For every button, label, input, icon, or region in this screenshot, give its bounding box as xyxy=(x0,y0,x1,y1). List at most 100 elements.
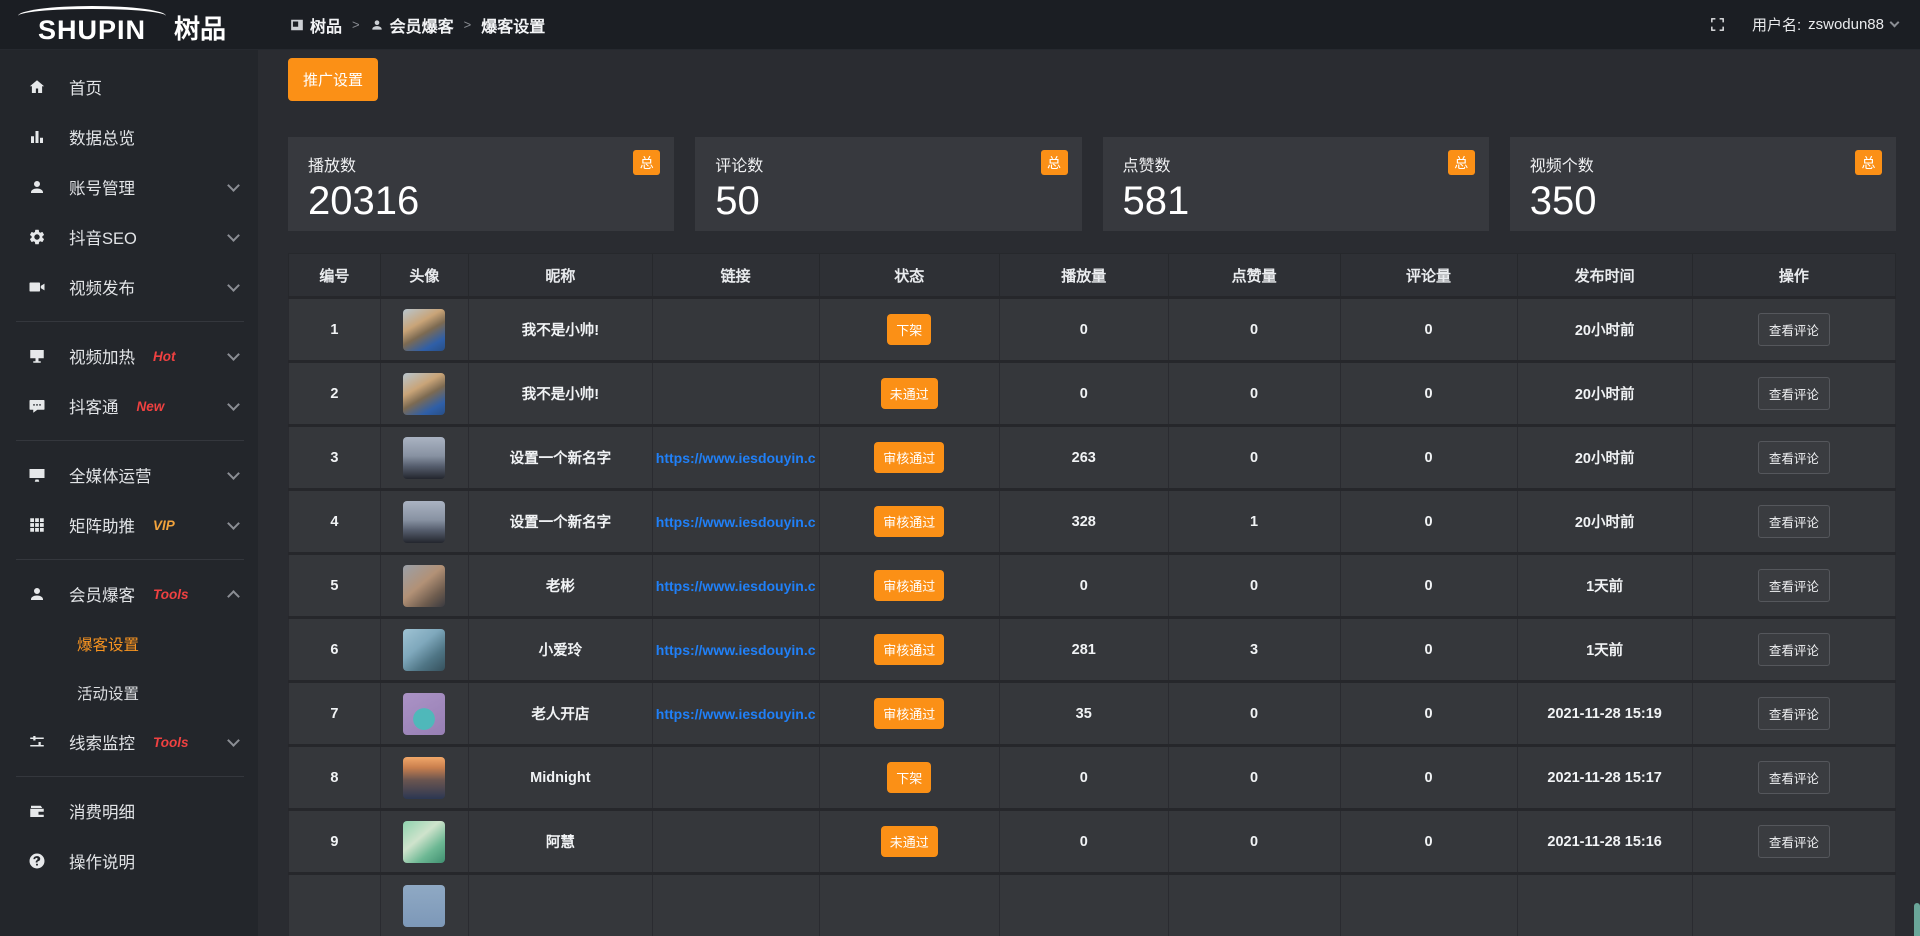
avatar xyxy=(403,885,446,928)
table-row: 1 我不是小帅! 下架 0 0 0 20小时前 查看评论 xyxy=(288,297,1897,362)
row-id-cell: 6 xyxy=(288,617,381,682)
row-id-cell: 8 xyxy=(288,745,381,810)
stat-card-value: 50 xyxy=(715,179,760,223)
sidebar-item-label: 操作说明 xyxy=(69,854,135,872)
row-id-cell: 1 xyxy=(288,297,381,362)
logo-arc xyxy=(18,5,166,16)
column-header-编号: 编号 xyxy=(288,253,381,298)
sidebar-item-首页[interactable]: 首页 xyxy=(0,62,258,112)
breadcrumb-item-home[interactable]: 树品 xyxy=(290,13,342,37)
videos-table: 编号 头像 昵称 链接 状态 播放量 点赞量 评论量 发布时间 操作 1 我不是小帅! 下架 0 … xyxy=(288,253,1897,936)
column-header-播放量: 播放量 xyxy=(998,253,1169,298)
sidebar-item-全媒体运营[interactable]: 全媒体运营 xyxy=(0,450,258,500)
column-header-评论量: 评论量 xyxy=(1339,253,1518,298)
nickname-cell: 设置一个新名字 xyxy=(468,425,653,490)
publish-time-cell: 1天前 xyxy=(1516,617,1693,682)
user-menu[interactable]: 用户名: zswodun88 xyxy=(1751,14,1900,35)
publish-time-cell xyxy=(1516,873,1693,936)
chevron-down-icon xyxy=(227,466,240,480)
table-row: 7 老人开店 https://www.iesdouyin.c 审核通过 35 0… xyxy=(288,681,1897,746)
column-header-链接: 链接 xyxy=(651,253,820,298)
view-comments-button[interactable]: 查看评论 xyxy=(1757,761,1830,794)
status-badge: 未通过 xyxy=(880,378,938,409)
video-link[interactable]: https://www.iesdouyin.c xyxy=(655,449,816,466)
sidebar-item-视频加热[interactable]: 视频加热 Hot xyxy=(0,331,258,381)
promotion-settings-button[interactable]: 推广设置 xyxy=(288,58,379,101)
sidebar-subitem-爆客设置[interactable]: 爆客设置 xyxy=(0,619,258,668)
sidebar-item-数据总览[interactable]: 数据总览 xyxy=(0,112,258,162)
sidebar-item-矩阵助推[interactable]: 矩阵助推 VIP xyxy=(0,500,258,550)
monitor-icon xyxy=(28,466,46,484)
sidebar-item-tag: Hot xyxy=(153,348,176,364)
likes-cell: 3 xyxy=(1167,617,1341,682)
fullscreen-icon[interactable] xyxy=(1709,16,1726,33)
sidebar-item-操作说明[interactable]: 操作说明 xyxy=(0,836,258,886)
breadcrumb-item-current: 爆客设置 xyxy=(481,13,545,37)
breadcrumb-separator: > xyxy=(463,17,472,32)
breadcrumb-item-section[interactable]: 会员爆客 xyxy=(370,13,454,37)
stat-cards: 播放数 20316 总 评论数 50 总 点赞数 581 总 视频个数 350 … xyxy=(288,137,1896,231)
video-link[interactable]: https://www.iesdouyin.c xyxy=(655,513,816,530)
display-icon xyxy=(28,347,46,365)
sidebar-item-消费明细[interactable]: 消费明细 xyxy=(0,786,258,836)
username-label: 用户名: xyxy=(1751,17,1802,34)
status-badge: 审核通过 xyxy=(874,442,945,473)
sidebar-item-会员爆客[interactable]: 会员爆客 Tools xyxy=(0,569,258,619)
topbar-right: 用户名: zswodun88 xyxy=(1709,14,1920,35)
video-link[interactable]: https://www.iesdouyin.c xyxy=(655,641,816,658)
sidebar-item-线索监控[interactable]: 线索监控 Tools xyxy=(0,717,258,767)
chevron-down-icon xyxy=(227,516,240,530)
likes-cell xyxy=(1167,873,1341,936)
nickname-cell: 阿慧 xyxy=(468,809,653,874)
plays-cell: 0 xyxy=(998,553,1169,618)
sidebar-menu: 首页 数据总览 账号管理 抖音SEO 视频发布 视频加热 Hot 抖客通 New… xyxy=(0,62,258,886)
publish-time-cell: 20小时前 xyxy=(1516,425,1693,490)
sidebar-item-label: 视频加热 xyxy=(69,349,135,367)
sidebar-subitem-活动设置[interactable]: 活动设置 xyxy=(0,668,258,717)
video-link[interactable]: https://www.iesdouyin.c xyxy=(655,577,816,594)
sidebar-item-账号管理[interactable]: 账号管理 xyxy=(0,162,258,212)
sidebar-item-视频发布[interactable]: 视频发布 xyxy=(0,262,258,312)
sidebar-item-label: 抖音SEO xyxy=(69,230,137,248)
sidebar-divider xyxy=(16,559,244,560)
user-icon xyxy=(28,178,46,196)
plays-cell: 35 xyxy=(998,681,1169,746)
sidebar-item-抖音SEO[interactable]: 抖音SEO xyxy=(0,212,258,262)
likes-cell: 0 xyxy=(1167,361,1341,426)
stat-card-label: 评论数 xyxy=(715,158,764,175)
table-row: 9 阿慧 未通过 0 0 0 2021-11-28 15:16 查看评论 xyxy=(288,809,1897,874)
view-comments-button[interactable]: 查看评论 xyxy=(1757,441,1830,474)
sidebar-item-label: 全媒体运营 xyxy=(69,468,152,486)
column-header-头像: 头像 xyxy=(379,253,470,298)
nickname-cell: 设置一个新名字 xyxy=(468,489,653,554)
nickname-cell: 老人开店 xyxy=(468,681,653,746)
view-comments-button[interactable]: 查看评论 xyxy=(1757,569,1830,602)
column-header-昵称: 昵称 xyxy=(468,253,653,298)
publish-time-cell: 1天前 xyxy=(1516,553,1693,618)
sidebar-item-抖客通[interactable]: 抖客通 New xyxy=(0,381,258,431)
status-badge: 下架 xyxy=(887,762,932,793)
comments-cell: 0 xyxy=(1339,297,1518,362)
sidebar-item-label: 矩阵助推 xyxy=(69,518,135,536)
comments-cell: 0 xyxy=(1339,553,1518,618)
sidebar: 首页 数据总览 账号管理 抖音SEO 视频发布 视频加热 Hot 抖客通 New… xyxy=(0,50,258,936)
view-comments-button[interactable]: 查看评论 xyxy=(1757,825,1830,858)
likes-cell: 0 xyxy=(1167,425,1341,490)
nickname-cell: 老彬 xyxy=(468,553,653,618)
gear-icon xyxy=(28,228,46,246)
view-comments-button[interactable]: 查看评论 xyxy=(1757,697,1830,730)
sidebar-item-label: 线索监控 xyxy=(69,735,135,753)
video-link[interactable]: https://www.iesdouyin.c xyxy=(655,705,816,722)
sidebar-divider xyxy=(16,321,244,322)
stat-card-value: 581 xyxy=(1122,179,1190,223)
video-icon xyxy=(28,278,46,296)
chevron-down-icon xyxy=(1889,17,1900,28)
plays-cell: 263 xyxy=(998,425,1169,490)
view-comments-button[interactable]: 查看评论 xyxy=(1757,505,1830,538)
view-comments-button[interactable]: 查看评论 xyxy=(1757,633,1830,666)
view-comments-button[interactable]: 查看评论 xyxy=(1757,377,1830,410)
publish-time-cell: 20小时前 xyxy=(1516,489,1693,554)
publish-time-cell: 2021-11-28 15:19 xyxy=(1516,681,1693,746)
view-comments-button[interactable]: 查看评论 xyxy=(1757,313,1830,346)
scrollbar-thumb[interactable] xyxy=(1914,903,1920,936)
